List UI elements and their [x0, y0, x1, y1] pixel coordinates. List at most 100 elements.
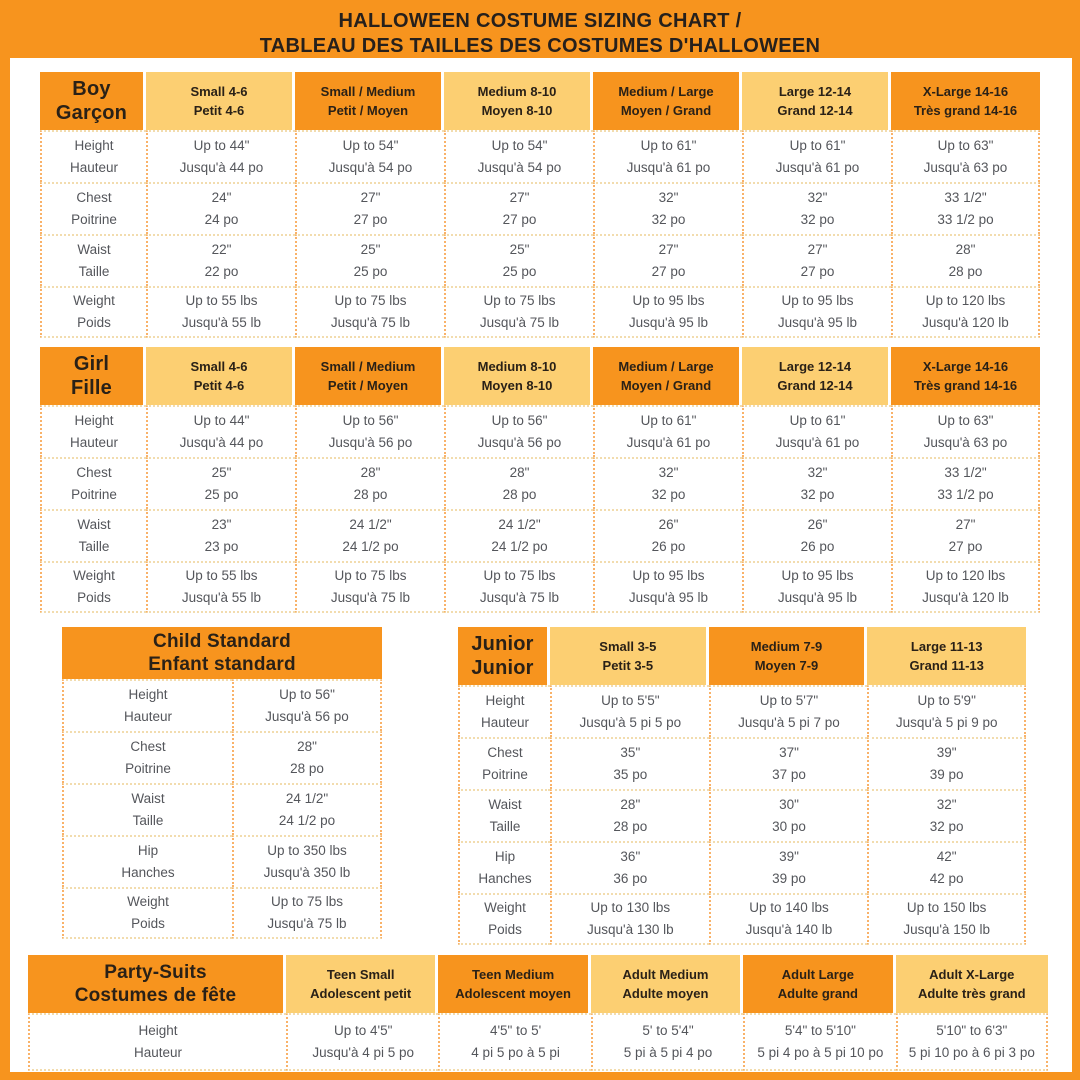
cell-text-line: Up to 4'5" — [333, 1023, 393, 1038]
cell-text-line: Up to 75 lbs — [270, 894, 344, 909]
cell-text-line: 35 po — [613, 767, 648, 782]
cell-text-line: 5 pi 4 po à 5 pi 10 po — [757, 1045, 884, 1060]
cell-text-line: 28 po — [502, 487, 537, 502]
cell-text-line: 28" — [955, 242, 976, 257]
cell-text-line: Adulte moyen — [622, 986, 709, 1001]
junior-value-cell: 28" 28 po — [550, 789, 709, 841]
cell-text-line: Poids — [488, 922, 522, 937]
party-value-cell: Up to 4'5" Jusqu'à 4 pi 5 po — [286, 1013, 439, 1071]
cell-text-line: Jusqu'à 44 po — [179, 435, 264, 450]
cell-text-line: Waist — [77, 517, 111, 532]
boy-value-cell: 25" 25 po — [444, 234, 593, 286]
cell-text-line: Jusqu'à 95 lb — [777, 315, 858, 330]
cell-text-line: 28" — [360, 465, 381, 480]
junior-value-cell: 30" 30 po — [708, 789, 868, 841]
cell-text-line: 25 po — [502, 264, 537, 279]
boy-row-label: Waist Taille — [40, 234, 146, 286]
boy-header-cell: Small 4-6 Petit 4-6 — [146, 72, 295, 130]
girl-value-cell: 28" 28 po — [444, 457, 593, 509]
cell-text-line: Height — [485, 693, 525, 708]
junior-value-cell: 37" 37 po — [708, 737, 868, 789]
cell-text-line: Up to 120 lbs — [925, 568, 1006, 583]
cell-text-line: Hauteur — [69, 160, 119, 175]
cell-text-line: Jusqu'à 150 lb — [903, 922, 990, 937]
cell-text-line: Medium 8-10 — [477, 359, 557, 374]
child-value-cell: Up to 350 lbs Jusqu'à 350 lb — [232, 835, 382, 887]
child-value-cell: Up to 75 lbs Jusqu'à 75 lb — [232, 887, 382, 939]
cell-text-line: 5'10" to 6'3" — [936, 1023, 1008, 1038]
cell-text-line: 4 pi 5 po à 5 pi — [471, 1045, 560, 1060]
cell-text-line: 27" — [360, 190, 381, 205]
cell-text-line: Jusqu'à 350 lb — [263, 865, 351, 880]
cell-text-line: Hauteur — [480, 715, 530, 730]
cell-text-line: 25 po — [353, 264, 388, 279]
junior-header-cell: Large 11-13 Grand 11-13 — [867, 627, 1026, 685]
cell-text-line: 25 po — [204, 487, 239, 502]
girl-row-label: Height Hauteur — [40, 405, 146, 457]
cell-text-line: 5' to 5'4" — [642, 1023, 694, 1038]
cell-text-line: 33 1/2" — [944, 190, 987, 205]
cell-text-line: 32" — [658, 465, 679, 480]
cell-text-line: 5'4" to 5'10" — [784, 1023, 856, 1038]
cell-text-line: 27 po — [948, 539, 983, 554]
cell-text-line: Jusqu'à 120 lb — [922, 590, 1009, 605]
girl-value-cell: Up to 56" Jusqu'à 56 po — [444, 405, 593, 457]
child-row-label: Hip Hanches — [62, 835, 232, 887]
girl-value-cell: Up to 95 lbs Jusqu'à 95 lb — [593, 561, 742, 613]
cell-text-line: Jusqu'à 56 po — [477, 435, 562, 450]
party-value-cell: 5'10" to 6'3" 5 pi 10 po à 6 pi 3 po — [895, 1013, 1048, 1071]
child-junior-row: Child Standard Enfant standard Height Haute… — [62, 627, 1072, 945]
girl-value-cell: Up to 75 lbs Jusqu'à 75 lb — [295, 561, 444, 613]
cell-text-line: 35" — [620, 745, 641, 760]
cell-text-line: 28 po — [290, 761, 324, 776]
cell-text-line: Up to 75 lbs — [334, 568, 407, 583]
cell-text-line: Boy — [72, 78, 111, 100]
boy-value-cell: 32" 32 po — [742, 182, 891, 234]
cell-text-line: 23" — [211, 517, 232, 532]
cell-text-line: Très grand 14-16 — [913, 378, 1018, 393]
junior-value-cell: Up to 5'7" Jusqu'à 5 pi 7 po — [708, 685, 868, 737]
cell-text-line: Jusqu'à 120 lb — [922, 315, 1009, 330]
cell-text-line: Up to 56" — [279, 687, 335, 702]
cell-text-line: Jusqu'à 75 lb — [479, 315, 560, 330]
junior-value-cell: 32" 32 po — [867, 789, 1026, 841]
cell-text-line: Poitrine — [71, 487, 117, 502]
cell-text-line: Small 4-6 — [190, 359, 248, 374]
girl-header-cell: Medium / Large Moyen / Grand — [593, 347, 742, 405]
cell-text-line: 24 po — [204, 212, 239, 227]
cell-text-line: Garçon — [55, 102, 128, 124]
boy-value-cell: Up to 54" Jusqu'à 54 po — [295, 130, 444, 182]
cell-text-line: Jusqu'à 63 po — [923, 435, 1008, 450]
cell-text-line: Small 4-6 — [190, 84, 248, 99]
cell-text-line: 25" — [211, 465, 232, 480]
cell-text-line: Waist — [488, 797, 522, 812]
cell-text-line: 33 1/2 po — [937, 212, 994, 227]
cell-text-line: 27 po — [651, 264, 686, 279]
cell-text-line: Jusqu'à 56 po — [265, 709, 349, 724]
cell-text-line: Jusqu'à 5 pi 7 po — [738, 715, 840, 730]
junior-value-cell: 36" 36 po — [550, 841, 709, 893]
junior-row-label: Chest Poitrine — [458, 737, 550, 789]
boy-row-label: Chest Poitrine — [40, 182, 146, 234]
cell-text-line: Large 12-14 — [778, 84, 852, 99]
girl-value-cell: 28" 28 po — [295, 457, 444, 509]
cell-text-line: Jusqu'à 5 pi 5 po — [579, 715, 682, 730]
cell-text-line: Medium 8-10 — [477, 84, 557, 99]
party-suits-size-table: Party-Suits Costumes de fête Teen Small Ado… — [28, 955, 1048, 1071]
girl-value-cell: 24 1/2" 24 1/2 po — [444, 509, 593, 561]
cell-text-line: Up to 61" — [640, 138, 697, 153]
cell-text-line: Jusqu'à 75 lb — [479, 590, 560, 605]
girl-value-cell: 32" 32 po — [593, 457, 742, 509]
cell-text-line: Taille — [78, 539, 110, 554]
boy-header-cell: Medium / Large Moyen / Grand — [593, 72, 742, 130]
girl-header-cell: X-Large 14-16 Très grand 14-16 — [891, 347, 1040, 405]
cell-text-line: Height — [128, 687, 168, 702]
cell-text-line: Petit / Moyen — [327, 378, 409, 393]
cell-text-line: 26" — [658, 517, 679, 532]
cell-text-line: Hauteur — [133, 1045, 183, 1060]
girl-row-label: Waist Taille — [40, 509, 146, 561]
cell-text-line: Jusqu'à 130 lb — [587, 922, 674, 937]
cell-text-line: 24 1/2" — [285, 791, 329, 806]
cell-text-line: Up to 44" — [193, 413, 250, 428]
cell-text-line: Jusqu'à 55 lb — [181, 590, 262, 605]
